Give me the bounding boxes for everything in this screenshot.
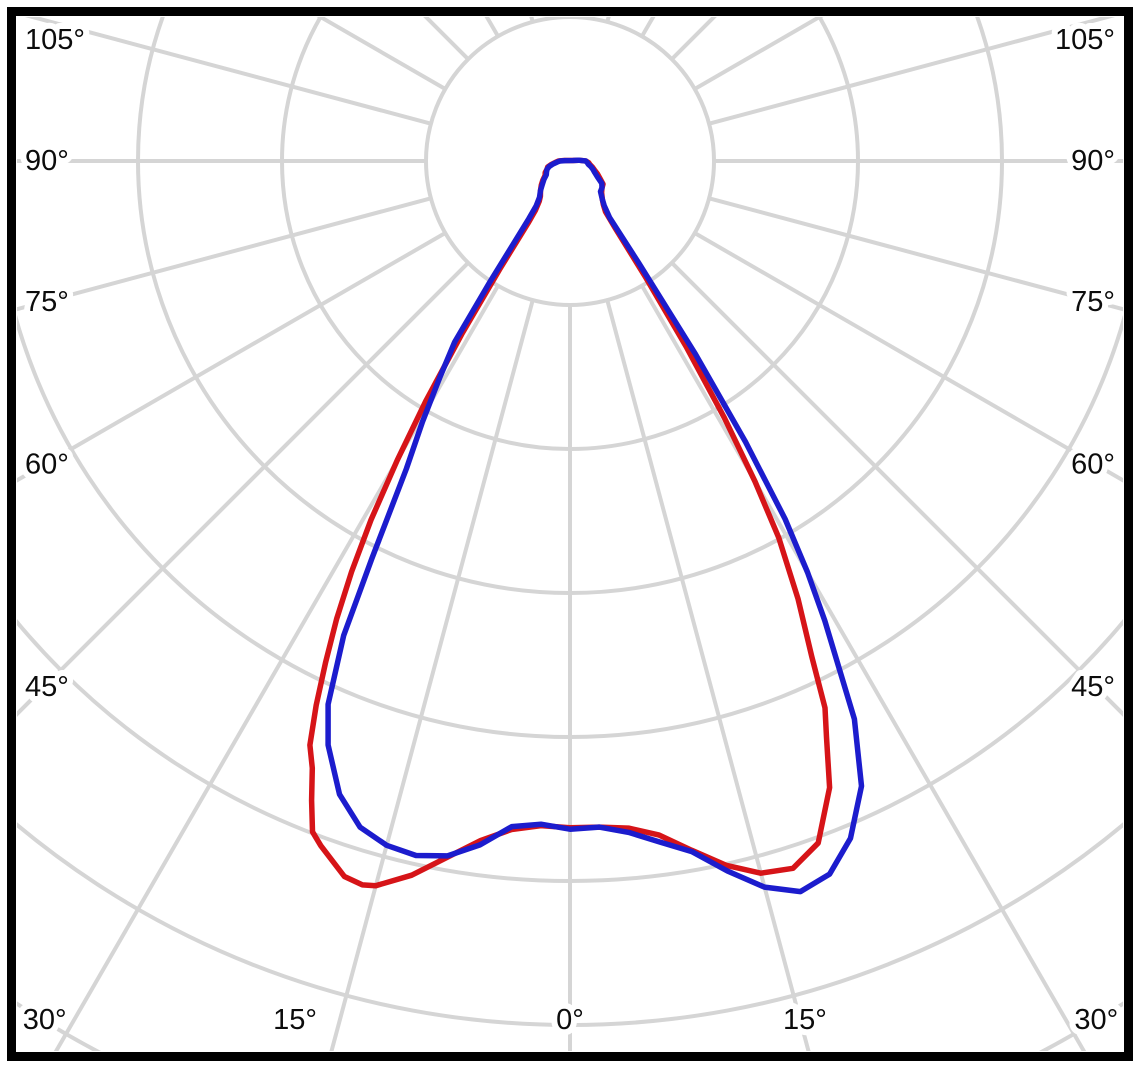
angle-labels: 105° 90° 75° 60° 45° 105° 90° 75° 60° 45° 30° 15° 0°… <box>17 18 1125 1042</box>
grid-radial-285 <box>17 196 432 312</box>
grid-radial-300 <box>17 231 447 483</box>
angle-label-bottom-1: 15° <box>273 1004 317 1036</box>
grid-radial-15 <box>605 299 811 1051</box>
angle-label-left-105: 105° <box>25 24 85 56</box>
angle-label-bottom-2: 0° <box>556 1004 584 1036</box>
angle-label-bottom-4: 30° <box>1074 1004 1118 1036</box>
grid-radial-60 <box>693 231 1123 483</box>
chart-frame-border <box>7 7 1133 1061</box>
angle-label-left-90: 90° <box>25 145 69 177</box>
grid-radial-315 <box>17 261 470 717</box>
angle-label-left-75: 75° <box>25 286 69 318</box>
angle-label-left-60: 60° <box>25 449 69 481</box>
angle-label-right-75: 75° <box>1071 286 1115 318</box>
grid-radial-255 <box>24 17 432 126</box>
grid-radial-105 <box>708 17 1116 126</box>
angle-label-right-105: 105° <box>1055 24 1115 56</box>
blue-curve <box>325 157 865 895</box>
angle-label-right-45: 45° <box>1071 671 1115 703</box>
angle-label-right-60: 60° <box>1071 449 1115 481</box>
grid-radial-345 <box>329 299 535 1051</box>
intensity-curves <box>307 157 865 895</box>
grid-radial-75 <box>708 196 1123 312</box>
grid-radial-45 <box>670 261 1123 717</box>
angle-label-left-45: 45° <box>25 671 69 703</box>
angle-label-right-90: 90° <box>1071 145 1115 177</box>
angle-label-bottom-0: 30° <box>23 1004 67 1036</box>
angle-label-bottom-3: 15° <box>783 1004 827 1036</box>
